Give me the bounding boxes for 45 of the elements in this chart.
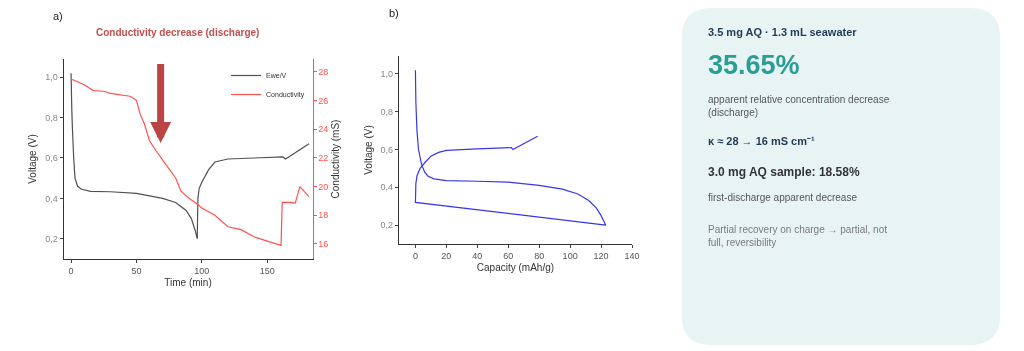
y-tick-label: 1,0 (380, 69, 394, 80)
y2-axis-title: Conductivity (mS) (329, 119, 341, 199)
y2-tick-label: 16 (318, 239, 329, 250)
x-axis-title: Time (min) (164, 277, 212, 289)
x-axis-title: Capacity (mAh/g) (476, 262, 555, 274)
x-tick-label: 140 (624, 250, 640, 261)
y-tick-label: 0,6 (380, 144, 394, 155)
chart-title: b) (389, 7, 399, 19)
x-tick-label: 20 (441, 250, 452, 261)
y2-tick-label: 22 (318, 153, 329, 164)
y-tick-label: 0,4 (380, 182, 394, 193)
text: Conductivity decrease (discharge) (96, 27, 260, 38)
y2-tick-label: 20 (318, 181, 329, 192)
x-tick-label: 100 (194, 265, 210, 276)
y-tick-label: 1,0 (45, 72, 58, 83)
y-tick-label: 0,8 (45, 112, 58, 123)
text: apparent relative concentration decrease (discharge) (708, 94, 890, 118)
y-tick-label: 0,8 (380, 106, 394, 117)
chart-title: a) (53, 10, 63, 22)
y2-tick-label: 26 (318, 95, 329, 106)
y2-tick-label: 18 (318, 210, 329, 221)
text: 35.65% (708, 50, 800, 80)
x-tick-label: 40 (472, 250, 483, 261)
y-tick-label: 0,4 (45, 193, 58, 204)
text: Partial recovery on charge → partial, not full, reversibility (708, 224, 888, 248)
y2-tick-label: 28 (318, 67, 329, 78)
x-tick-label: 60 (503, 250, 514, 261)
y-axis-title: Voltage (V) (27, 134, 39, 184)
y-tick-label: 0,2 (380, 220, 394, 231)
x-tick-label: 120 (593, 250, 609, 261)
line-series (414, 69, 607, 226)
text: κ ≈ 28 → 16 mS cm⁻¹ (708, 135, 815, 147)
text: 3.5 mg AQ · 1.3 mL seawater (708, 26, 858, 38)
y-axis-title: Voltage (V) (362, 125, 374, 175)
x-tick-label: 0 (412, 250, 418, 261)
x-tick-label: 80 (534, 250, 545, 261)
y-tick-label: 0,6 (45, 153, 58, 164)
text: first-discharge apparent decrease (708, 192, 858, 203)
x-tick-label: 0 (68, 265, 74, 276)
y2-tick-label: 24 (318, 124, 329, 135)
x-tick-label: 100 (562, 250, 578, 261)
x-tick-label: 150 (259, 265, 275, 276)
y-tick-label: 0,2 (45, 233, 58, 244)
x-tick-label: 50 (131, 265, 142, 276)
text: 3.0 mg AQ sample: 18.58% (708, 165, 860, 179)
